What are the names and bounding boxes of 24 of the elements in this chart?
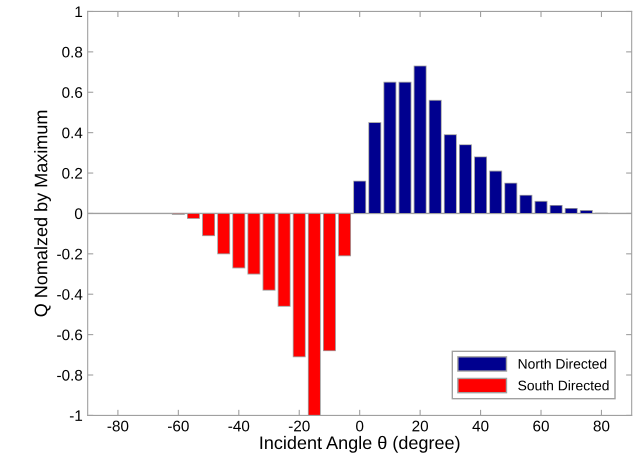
y-tick-label: 0.8 — [62, 46, 82, 58]
x-tick-label: 80 — [594, 420, 610, 432]
y-tick-label: -1 — [70, 410, 82, 421]
x-axis-title: Incident Angle θ (degree) — [260, 436, 460, 453]
y-tick-label: -0.8 — [57, 370, 82, 381]
x-tick-label: -80 — [108, 420, 128, 432]
x-tick-label: -40 — [228, 420, 250, 432]
x-tick-label: -20 — [288, 420, 310, 432]
y-tick-label: -0.4 — [57, 289, 82, 300]
x-tick-label: -60 — [168, 420, 189, 432]
x-tick-label: 40 — [472, 420, 488, 432]
legend-label: North Directed — [518, 358, 606, 369]
y-tick-label: 1 — [75, 6, 82, 18]
y-tick-label: 0.6 — [62, 87, 82, 98]
y-tick-label: -0.2 — [57, 248, 82, 260]
y-tick-label: 0 — [74, 208, 82, 220]
x-tick-label: 0 — [356, 420, 364, 432]
x-tick-label: 60 — [533, 420, 549, 432]
y-tick-label: 0.4 — [62, 128, 82, 138]
x-tick-label: 20 — [412, 420, 428, 432]
y-tick-label: 0.2 — [62, 168, 82, 179]
legend-label: South Directed — [518, 380, 609, 390]
y-axis-title: Q Nomalzed by Maximum — [34, 110, 51, 316]
y-tick-label: -0.6 — [57, 329, 82, 340]
